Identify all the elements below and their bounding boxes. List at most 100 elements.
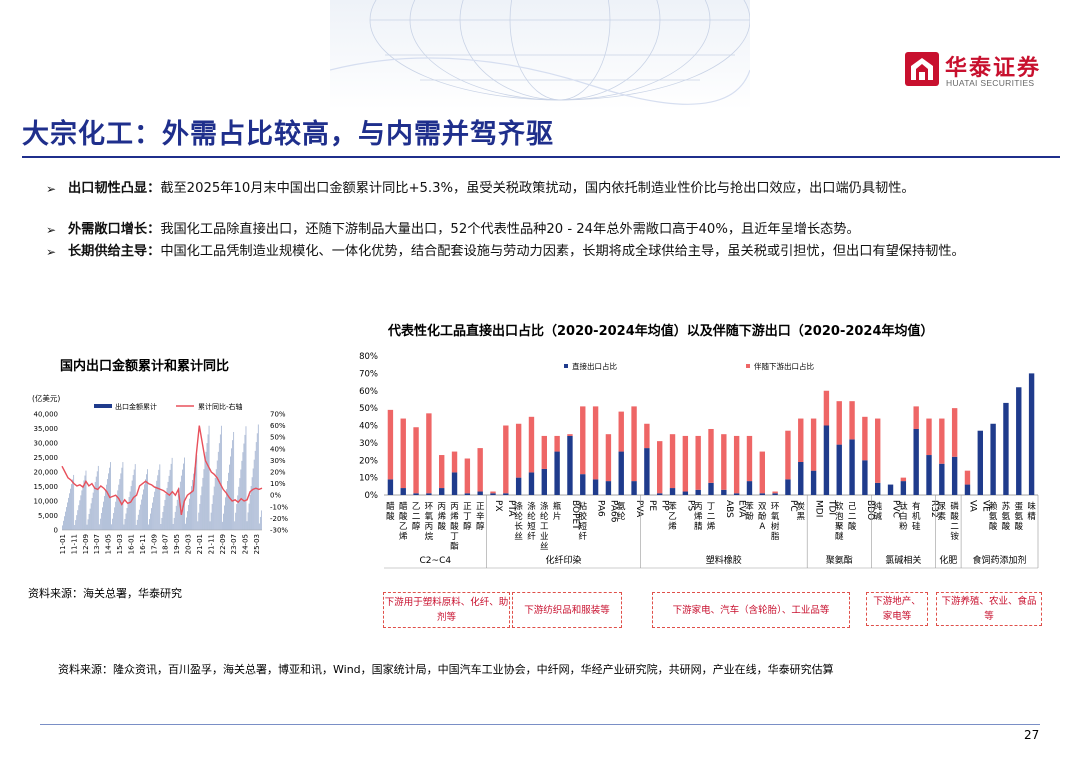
export-bar <box>202 477 204 530</box>
export-bar <box>217 451 219 530</box>
category-label: R32 <box>929 500 939 518</box>
category-label: PE <box>647 500 657 511</box>
export-bar <box>81 490 83 530</box>
group-label: 聚氨酯 <box>826 554 853 566</box>
export-bar <box>93 487 95 530</box>
direct-export-bar <box>1016 387 1022 495</box>
export-bar <box>85 470 87 530</box>
direct-export-bar <box>708 482 714 495</box>
category-label: PVC <box>891 500 901 518</box>
direct-export-bar <box>721 489 727 495</box>
y2-tick-label: 20% <box>270 469 286 477</box>
x-tick-label: 21-01 <box>196 534 204 554</box>
export-bar <box>133 469 135 530</box>
export-bar <box>183 463 184 530</box>
export-bars <box>62 424 262 530</box>
export-bar <box>67 502 68 530</box>
export-bar <box>239 478 241 530</box>
export-bar <box>233 431 235 530</box>
export-bar <box>196 454 198 530</box>
y2-tick-label: -10% <box>270 503 288 511</box>
direct-export-bar <box>580 474 586 495</box>
export-bar <box>176 499 178 530</box>
y-tick-label: 50% <box>359 404 378 414</box>
y-tick-label: 40,000 <box>34 411 59 419</box>
export-bar <box>128 497 130 530</box>
downstream-export-bar <box>810 418 817 471</box>
export-bar <box>150 513 151 530</box>
category-label: 正丁醇 <box>463 502 472 532</box>
downstream-export-bar <box>490 491 496 494</box>
export-bar <box>95 476 97 530</box>
export-bar <box>184 457 185 530</box>
downstream-export-bar <box>682 435 689 492</box>
export-bar <box>175 505 177 530</box>
downstream-note-box: 下游地产、家电等 <box>866 592 928 626</box>
export-share-chart: 80% 70% 60% 50% 40% 30% 20% 10% 0% 醋酸醋酸乙烯乙二醇环氧丙烷… <box>359 352 1039 569</box>
export-bar <box>254 450 256 530</box>
export-bar <box>224 505 225 530</box>
export-bar <box>216 460 218 530</box>
y2-axis-ticks: 70% 60% 50% 40% 30% 20% 10% 0% -10% -20% -30% <box>270 411 288 535</box>
export-bar <box>138 509 140 530</box>
export-bar <box>165 493 167 530</box>
export-bar <box>199 503 201 530</box>
downstream-export-bar <box>657 441 663 494</box>
y-tick-label: 0% <box>365 491 379 501</box>
export-bar <box>105 490 106 530</box>
export-bar <box>110 462 111 530</box>
x-tick-label: 17-09 <box>150 534 158 554</box>
export-bar <box>97 465 99 530</box>
y-tick-label: 5,000 <box>38 512 58 520</box>
category-label: 有机硅 <box>912 501 921 532</box>
export-bar <box>190 492 191 530</box>
x-tick-label: 25-03 <box>253 534 261 554</box>
export-bar <box>182 469 183 530</box>
brand-logo: 华泰证券 HUATAI SECURITIES <box>905 48 1055 94</box>
export-bar <box>152 502 154 530</box>
y-axis-ticks: 80% 70% 60% 50% 40% 30% 20% 10% 0% <box>359 352 378 501</box>
direct-export-bar <box>682 491 689 495</box>
category-label: 氨纶 <box>617 501 626 522</box>
bullet-head: 出口韧性凸显： <box>68 181 161 196</box>
export-bar <box>69 493 70 530</box>
direct-export-bar <box>772 493 778 495</box>
page-number: 27 <box>1024 728 1040 742</box>
downstream-export-bar <box>426 413 432 494</box>
export-bar <box>168 475 170 530</box>
direct-export-bar <box>913 428 919 495</box>
export-bar <box>192 479 194 530</box>
export-bar <box>167 481 169 530</box>
downstream-export-bar <box>515 423 522 478</box>
bullet-body: 截至2025年10月末中国出口金额累计同比+5.3%，虽受关税政策扰动，国内依托… <box>160 181 915 196</box>
direct-export-bar <box>926 455 932 495</box>
x-tick-label: 20-03 <box>185 534 193 554</box>
y-tick-label: 35,000 <box>34 425 59 433</box>
y-tick-label: 30% <box>359 439 378 449</box>
export-bar <box>102 507 103 530</box>
export-bar <box>180 475 182 530</box>
export-bar <box>215 469 217 530</box>
category-label: 正辛醇 <box>476 502 485 532</box>
category-label: 醋酸 <box>386 501 395 522</box>
downstream-note-box: 下游养殖、农业、食品等 <box>936 592 1042 626</box>
export-bar <box>223 513 224 530</box>
category-label: PA66 <box>608 500 618 523</box>
export-bar <box>86 524 88 530</box>
x-tick-label: 23-07 <box>230 534 238 554</box>
export-bar <box>214 477 216 530</box>
export-bar <box>121 467 123 530</box>
direct-export-bar <box>657 493 663 495</box>
direct-export-bar <box>798 461 804 495</box>
direct-export-bar <box>900 481 907 495</box>
source-note-bottom: 资料来源：隆众资讯，百川盈孚，海关总署，博亚和讯，Wind，国家统计局，中国汽车… <box>58 663 834 676</box>
export-bar <box>112 518 114 530</box>
category-label: 炭黑 <box>797 502 806 522</box>
export-bar <box>245 426 247 530</box>
bullet-item: ➢ 外需敞口增长：我国化工品除直接出口，还随下游制品大量出口，52个代表性品种2… <box>46 219 1046 241</box>
export-bar <box>189 498 190 530</box>
export-bar <box>153 497 155 530</box>
export-bar <box>82 485 84 530</box>
page-title: 大宗化工：外需占比较高，与内需并驾齐驱 <box>22 119 554 150</box>
legend-bar-label: 出口金额累计 <box>115 402 157 411</box>
